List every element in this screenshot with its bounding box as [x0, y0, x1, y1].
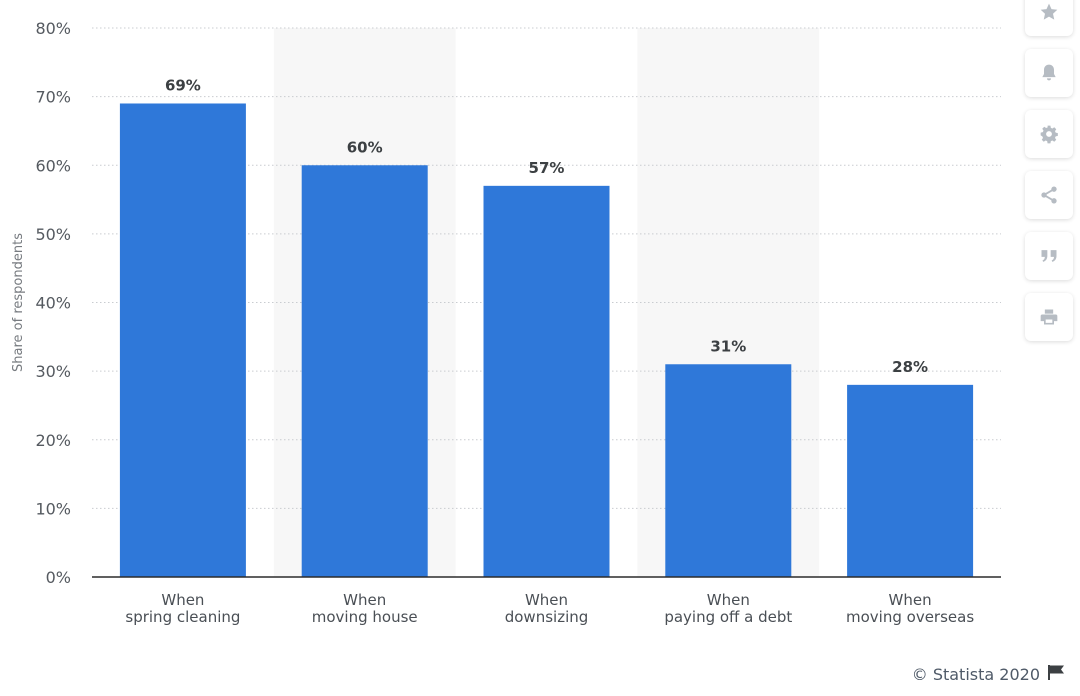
print-icon	[1039, 307, 1059, 327]
value-label: 60%	[347, 138, 383, 156]
notification-button[interactable]	[1025, 49, 1073, 97]
x-tick-label: paying off a debt	[664, 608, 792, 626]
value-label: 69%	[165, 76, 201, 94]
x-tick-label: When	[343, 591, 386, 609]
x-tick-label: When	[525, 591, 568, 609]
bars	[119, 103, 974, 578]
x-tick-label: downsizing	[505, 608, 589, 626]
cite-button[interactable]	[1025, 232, 1073, 280]
x-tick-label: When	[161, 591, 204, 609]
footer-credit: © Statista 2020	[912, 664, 1066, 684]
x-tick-label: When	[889, 591, 932, 609]
share-icon	[1039, 185, 1059, 205]
statista-credit-link[interactable]: © Statista 2020	[911, 664, 1040, 684]
y-tick-label: 50%	[35, 225, 71, 244]
y-tick-label: 80%	[35, 19, 71, 38]
value-labels: 69% 60% 57% 31% 28%	[165, 76, 928, 375]
x-tick-label: spring cleaning	[125, 608, 240, 626]
side-toolbar	[1025, 0, 1075, 354]
flag-icon[interactable]	[1048, 664, 1066, 684]
value-label: 28%	[892, 358, 928, 376]
bell-icon	[1039, 63, 1059, 83]
x-tick-label: moving house	[312, 608, 418, 626]
bar[interactable]	[665, 364, 792, 577]
bar[interactable]	[119, 103, 246, 578]
y-tick-label: 60%	[35, 156, 71, 175]
y-tick-label: 20%	[35, 431, 71, 450]
value-label: 57%	[529, 159, 565, 177]
print-button[interactable]	[1025, 293, 1073, 341]
bar[interactable]	[483, 185, 610, 577]
gear-icon	[1039, 124, 1059, 144]
bar[interactable]	[847, 384, 974, 577]
y-tick-label: 10%	[35, 499, 71, 518]
value-label: 31%	[710, 337, 746, 355]
y-tick-label: 30%	[35, 362, 71, 381]
bar[interactable]	[301, 165, 428, 577]
y-tick-label: 0%	[46, 568, 71, 587]
favorite-button[interactable]	[1025, 0, 1073, 36]
quote-icon	[1039, 246, 1059, 266]
y-tick-label: 40%	[35, 294, 71, 313]
x-tick-label: moving overseas	[846, 608, 974, 626]
x-tick-label: When	[707, 591, 750, 609]
star-icon	[1039, 2, 1059, 22]
share-button[interactable]	[1025, 171, 1073, 219]
y-tick-label: 70%	[35, 88, 71, 107]
y-axis-ticks: 0% 10% 20% 30% 40% 50% 60% 70% 80%	[35, 19, 71, 587]
y-axis-label: Share of respondents	[11, 233, 26, 372]
settings-button[interactable]	[1025, 110, 1073, 158]
